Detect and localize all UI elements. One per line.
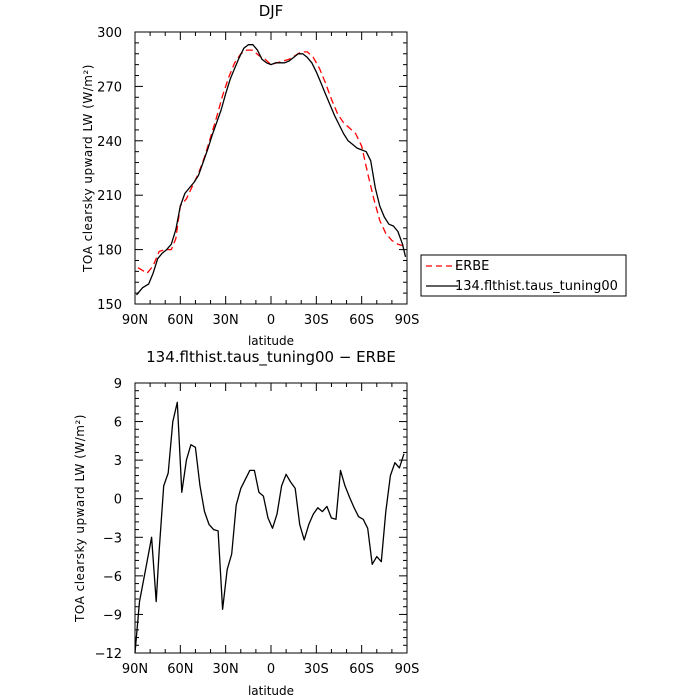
top-y-tick-label: 210 [97, 189, 122, 204]
top-x-tick-label: 60S [349, 313, 374, 328]
difference-series-line [134, 401, 405, 654]
bot-y-tick-label: 0 [114, 493, 122, 508]
bot-x-tick-label: 30N [213, 662, 239, 677]
legend-erbe-label: ERBE [455, 259, 489, 274]
top-series-group [136, 44, 407, 296]
bot-y-tick-label: −12 [95, 647, 122, 662]
bot-y-tick-label: −9 [103, 608, 122, 623]
bottom-series-group [134, 401, 405, 654]
bottom-axis-ticks [134, 382, 408, 654]
erbe-series-line [137, 49, 405, 274]
top-x-tick-label: 90N [122, 313, 148, 328]
top-x-axis-label: latitude [248, 334, 294, 348]
top-y-axis-label: TOA clearsky upward LW (W/m²) [81, 64, 95, 273]
bot-y-tick-label: −6 [103, 570, 122, 585]
bot-x-tick-label: 30S [304, 662, 329, 677]
bottom-y-axis-label: TOA clearsky upward LW (W/m²) [73, 414, 87, 623]
top-tick-labels: 90N 60N 30N 0 30S 60S 90S 150 180 210 240 270 300 [97, 26, 419, 328]
top-y-tick-label: 150 [97, 298, 122, 313]
top-x-tick-label: 60N [167, 313, 193, 328]
bot-y-tick-label: 9 [114, 377, 122, 392]
bot-x-tick-label: 60N [167, 662, 193, 677]
legend: ERBE 134.flthist.taus_tuning00 [420, 254, 627, 297]
top-y-tick-label: 300 [97, 26, 122, 41]
top-y-tick-label: 270 [97, 80, 122, 95]
top-y-tick-label: 180 [97, 244, 122, 259]
bottom-panel: 134.flthist.taus_tuning00 − ERBE 90N 60N 3… [73, 348, 419, 698]
bottom-panel-title: 134.flthist.taus_tuning00 − ERBE [146, 348, 396, 367]
bottom-tick-labels: 90N 60N 30N 0 30S 60S 90S −12 −9 −6 −3 0 3 6 9 [95, 377, 420, 677]
legend-box [420, 254, 627, 297]
bot-y-tick-label: −3 [103, 531, 122, 546]
top-x-tick-label: 90S [395, 313, 420, 328]
legend-model-label: 134.flthist.taus_tuning00 [455, 279, 618, 294]
bot-x-tick-label: 60S [349, 662, 374, 677]
top-panel-title: DJF [259, 2, 284, 20]
bottom-x-axis-label: latitude [248, 684, 294, 698]
top-x-tick-label: 0 [267, 313, 275, 328]
bot-x-tick-label: 90N [122, 662, 148, 677]
bot-x-tick-label: 0 [267, 662, 275, 677]
top-x-tick-label: 30N [213, 313, 239, 328]
bottom-plot-frame [134, 382, 408, 654]
top-panel: DJF 90N 60N 30N 0 30S 60S 90S 150 180 210 240 270 30… [81, 2, 419, 348]
model-series-line [136, 44, 407, 296]
bot-y-tick-label: 6 [114, 416, 122, 431]
bot-x-tick-label: 90S [395, 662, 420, 677]
top-x-tick-label: 30S [304, 313, 329, 328]
top-y-tick-label: 240 [97, 135, 122, 150]
bot-y-tick-label: 3 [114, 454, 122, 469]
top-plot-frame [134, 31, 408, 305]
